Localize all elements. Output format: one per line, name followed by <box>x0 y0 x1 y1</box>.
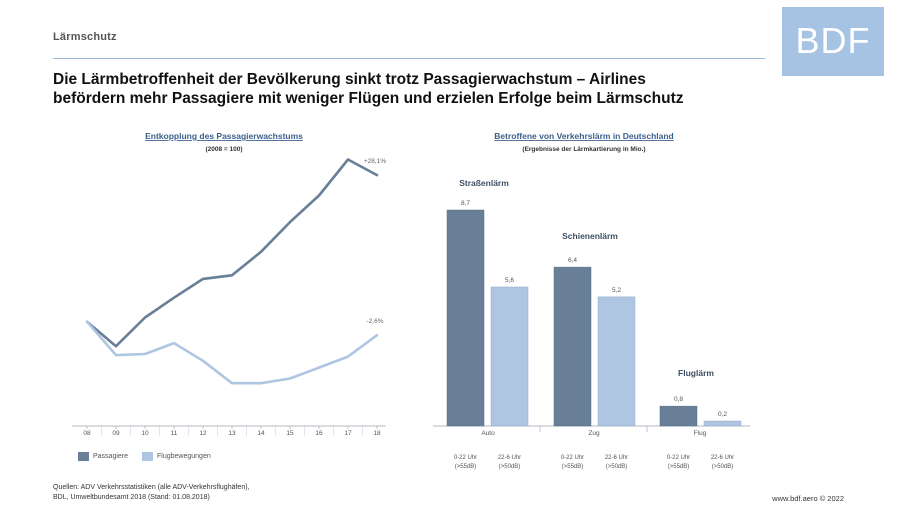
bar-group-auto: Straßenlärm 8,7 0-22 Uhr (>55dB) 5,6 22-6 Uhr… <box>446 178 529 470</box>
header-rule <box>53 58 765 59</box>
bar-chart: Betroffene von Verkehrslärm in Deutschla… <box>433 131 750 470</box>
bar-category-label: 0-22 Uhr (>55dB) <box>454 455 477 470</box>
bar-label-line-2: (>50dB) <box>606 464 628 470</box>
line-chart-subtitle: (2008 = 100) <box>205 146 242 153</box>
bar-chart-title: Betroffene von Verkehrslärm in Deutschla… <box>494 131 674 141</box>
legend-item-passagiere[interactable]: Passagiere <box>78 452 128 461</box>
bar-category-label: 0-22 Uhr (>55dB) <box>561 455 584 470</box>
bar-label-line-2: (>55dB) <box>668 464 690 470</box>
x-tick-label: 17 <box>344 430 352 437</box>
bar-label-line-1: 0-22 Uhr <box>667 455 690 461</box>
group-heading: Straßenlärm <box>459 178 509 188</box>
bar <box>446 209 485 427</box>
x-tick-label: 14 <box>257 430 265 437</box>
x-tick-label: 18 <box>373 430 381 437</box>
bar <box>490 286 529 427</box>
bar-value-label: 6,4 <box>568 257 577 264</box>
group-heading: Schienenlärm <box>562 231 618 241</box>
bar <box>703 420 742 427</box>
sources-note: Quellen: ADV Verkehrsstatistiken (alle A… <box>53 483 250 502</box>
bar <box>659 405 698 427</box>
bar-category-label: 22-6 Uhr (>50dB) <box>605 455 628 470</box>
x-tick-label: 13 <box>228 430 236 437</box>
bar-category-label: 22-6 Uhr (>50dB) <box>711 455 734 470</box>
bar-label-line-1: 0-22 Uhr <box>454 455 477 461</box>
x-tick-label: 16 <box>315 430 323 437</box>
bar-label-line-1: 22-6 Uhr <box>711 455 734 461</box>
group-heading: Fluglärm <box>678 368 714 378</box>
legend-item-flugbewegungen[interactable]: Flugbewegungen <box>142 452 211 461</box>
sources-line-1: Quellen: ADV Verkehrsstatistiken (alle A… <box>53 484 250 491</box>
bar-group-category-label: Zug <box>588 430 600 437</box>
legend-label-passagiere: Passagiere <box>93 453 129 460</box>
end-label-flugbewegungen: -2,6% <box>367 318 384 325</box>
line-series-flugbewegungen <box>85 320 379 385</box>
bar-value-label: 0,2 <box>718 411 727 418</box>
bdf-logo[interactable]: BDF <box>782 7 884 76</box>
bar <box>597 296 636 427</box>
bar-value-label: 5,6 <box>505 277 514 284</box>
headline: Die Lärmbetroffenheit der Bevölkerung si… <box>53 70 783 108</box>
bar-category-label: 0-22 Uhr (>55dB) <box>667 455 690 470</box>
line-series-passagiere <box>85 158 379 348</box>
line-chart-legend: Passagiere Flugbewegungen <box>78 452 225 461</box>
bar-label-line-1: 22-6 Uhr <box>498 455 521 461</box>
line-chart-title: Entkopplung des Passagierwachstums <box>145 131 303 141</box>
line-chart-x-ticks: 08 09 10 11 12 13 14 15 16 17 18 <box>83 426 381 437</box>
bar-category-label: 22-6 Uhr (>50dB) <box>498 455 521 470</box>
bar-label-line-2: (>55dB) <box>562 464 584 470</box>
x-tick-label: 08 <box>83 430 91 437</box>
line-chart-end-labels: +28,1% -2,6% <box>364 158 386 325</box>
bar-label-line-2: (>55dB) <box>455 464 477 470</box>
bar-value-label: 0,8 <box>674 396 683 403</box>
sources-line-2: BDL, Umweltbundesamt 2018 (Stand: 01.08.… <box>53 493 210 501</box>
bar-chart-subtitle: (Ergebnisse der Lärmkartierung in Mio.) <box>522 146 645 153</box>
bar-group-category-label: Flug <box>694 430 707 437</box>
legend-label-flugbewegungen: Flugbewegungen <box>157 453 211 460</box>
footer-copyright[interactable]: www.bdf.aero © 2022 <box>772 494 844 503</box>
bar-group-category-label: Auto <box>481 430 495 437</box>
bar-value-label: 8,7 <box>461 200 470 207</box>
section-label: Lärmschutz <box>53 31 117 43</box>
bar-group-zug: Schienenlärm 6,4 0-22 Uhr (>55dB) 5,2 22-6 Uh… <box>553 231 636 470</box>
headline-line-1: Die Lärmbetroffenheit der Bevölkerung si… <box>53 71 646 88</box>
bar-value-label: 5,2 <box>612 287 621 294</box>
legend-swatch-passagiere <box>78 452 89 461</box>
bar-group-flug: Fluglärm 0,8 0-22 Uhr (>55dB) 0,2 22-6 Uhr (>5… <box>659 368 742 470</box>
bar-label-line-2: (>50dB) <box>499 464 521 470</box>
x-tick-label: 09 <box>112 430 120 437</box>
line-chart: Entkopplung des Passagierwachstums (2008… <box>72 131 386 437</box>
end-label-passagiere: +28,1% <box>364 158 386 165</box>
legend-swatch-flugbewegungen <box>142 452 154 461</box>
line-chart-series <box>85 158 379 385</box>
bar <box>553 266 592 427</box>
bar-chart-groups: Straßenlärm 8,7 0-22 Uhr (>55dB) 5,6 22-6 Uhr… <box>446 178 742 470</box>
headline-line-2: befördern mehr Passagiere mit weniger Fl… <box>53 90 684 107</box>
bar-label-line-2: (>50dB) <box>712 464 734 470</box>
x-tick-label: 15 <box>286 430 294 437</box>
x-tick-label: 10 <box>141 430 149 437</box>
x-tick-label: 12 <box>199 430 207 437</box>
bar-label-line-1: 22-6 Uhr <box>605 455 628 461</box>
bar-label-line-1: 0-22 Uhr <box>561 455 584 461</box>
x-tick-label: 11 <box>171 430 178 437</box>
logo-text: BDF <box>795 20 871 61</box>
